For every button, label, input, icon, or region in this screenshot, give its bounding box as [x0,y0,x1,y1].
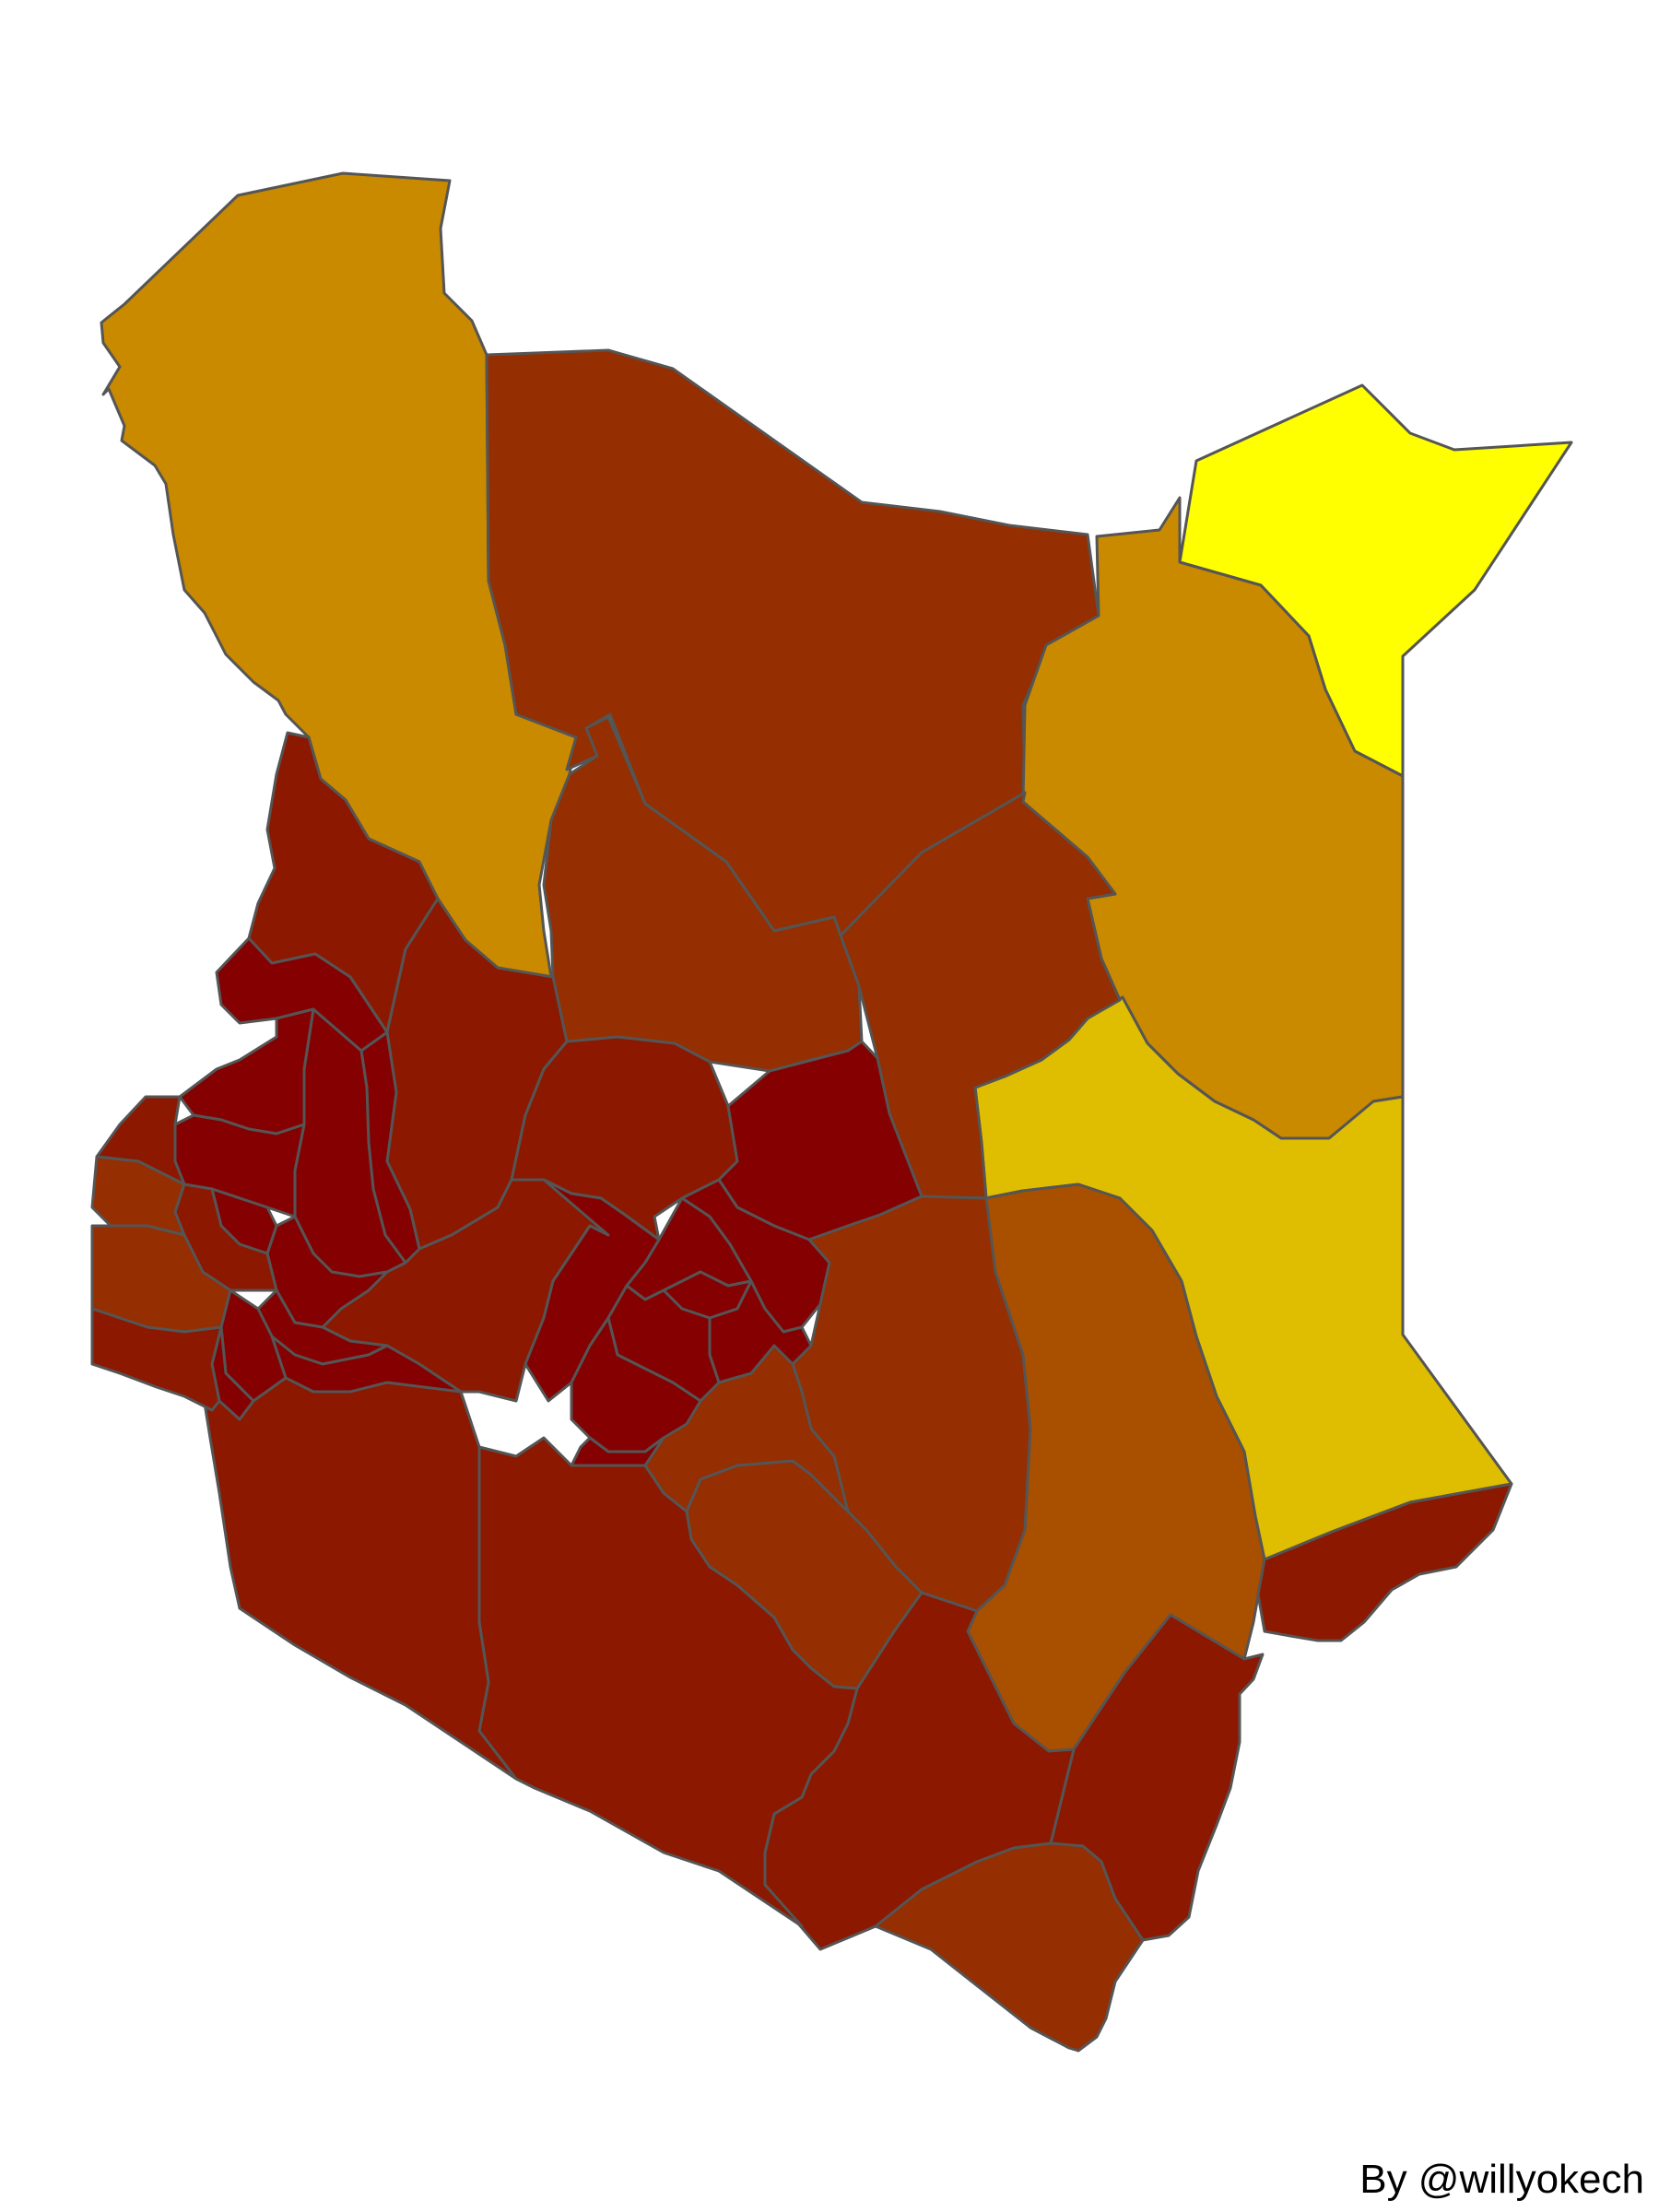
county-laikipia [510,1035,739,1241]
county-trans-nzoia [215,936,389,1053]
county-nairobi [570,1436,665,1467]
county-isiolo [839,791,1122,1200]
county-kwale [874,1841,1145,2053]
author-credit: By @willyokech [1359,2157,1644,2202]
county-migori [90,1307,223,1412]
county-lamu [1256,1482,1513,1642]
county-bomet [270,1335,463,1394]
